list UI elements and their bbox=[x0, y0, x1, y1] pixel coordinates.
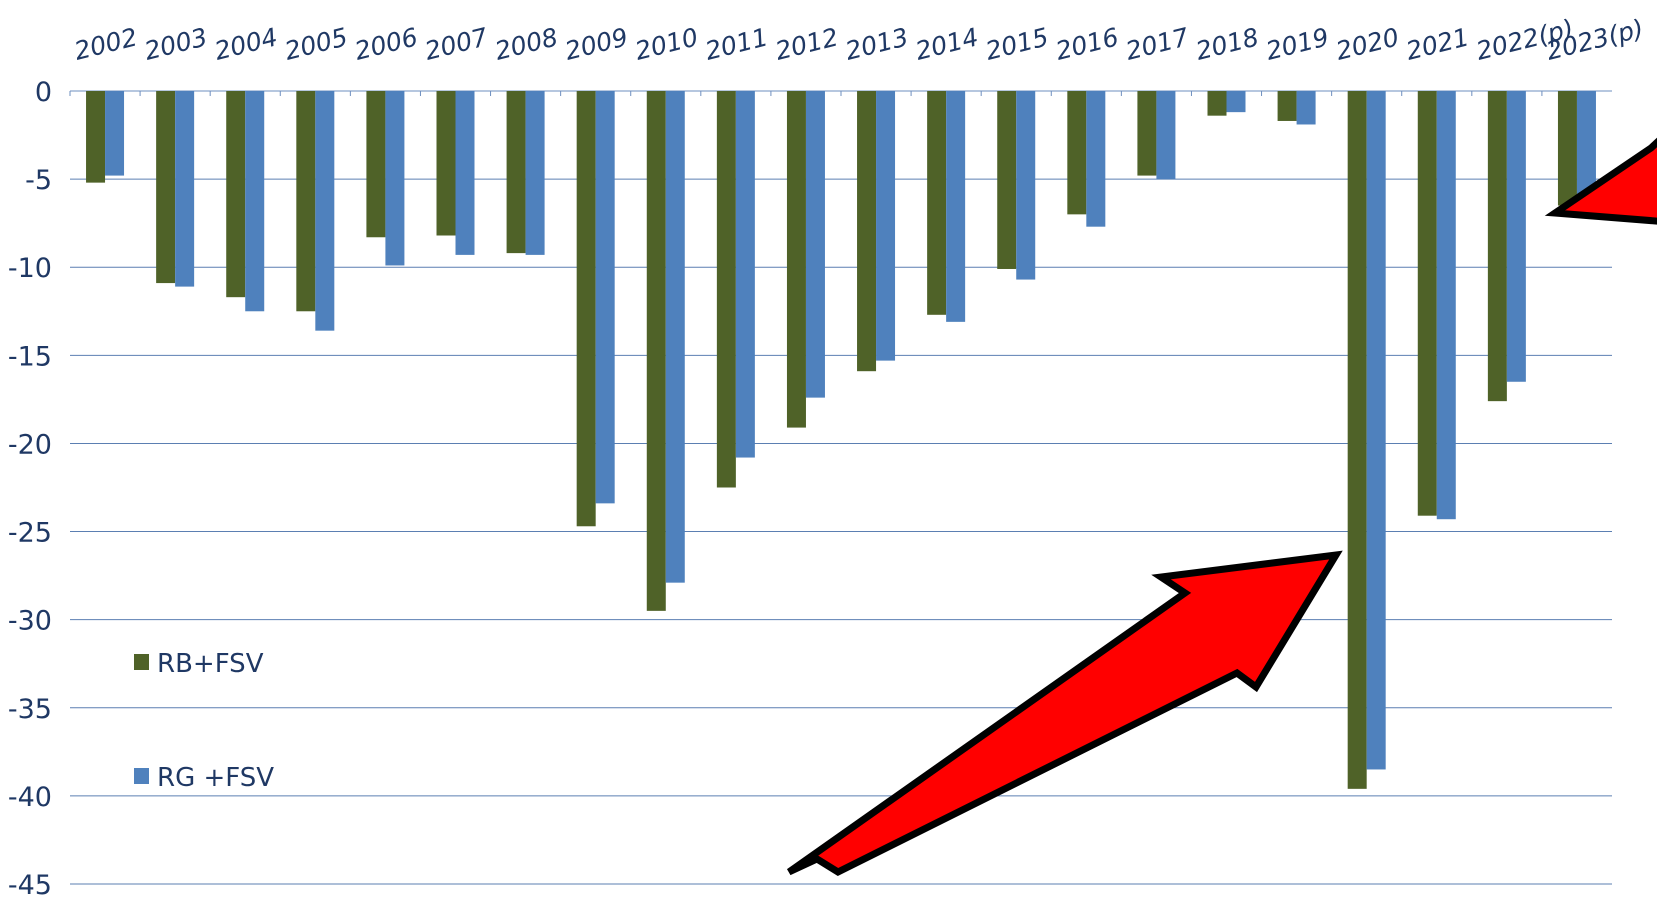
y-tick-label: 0 bbox=[35, 77, 52, 108]
x-tick-label: 2013 bbox=[842, 22, 911, 66]
x-tick-label: 2012 bbox=[772, 22, 841, 66]
y-tick-label: -30 bbox=[8, 606, 52, 637]
bar-rb-fsv-2011 bbox=[716, 91, 736, 488]
annotations bbox=[786, 137, 1657, 877]
bar-rg-fsv-2015 bbox=[1016, 91, 1036, 280]
bar-rb-fsv-2002 bbox=[86, 91, 106, 183]
y-tick-label: -15 bbox=[8, 341, 52, 372]
legend-label-rb-fsv: RB+FSV bbox=[157, 649, 264, 679]
x-tick-label: 2005 bbox=[282, 22, 351, 66]
x-tick-label: 2007 bbox=[422, 22, 491, 66]
bar-rg-fsv-2013 bbox=[876, 91, 896, 361]
bar-rg-fsv-2020 bbox=[1366, 91, 1386, 770]
bar-rb-fsv-2006 bbox=[366, 91, 386, 238]
bar-rg-fsv-2016 bbox=[1086, 91, 1106, 227]
bar-rb-fsv-2005 bbox=[296, 91, 316, 312]
bar-rb-fsv-2016 bbox=[1067, 91, 1087, 215]
legend-swatch-rb-fsv bbox=[134, 654, 149, 670]
bar-rg-fsv-2018 bbox=[1226, 91, 1246, 113]
x-tick-label: 2008 bbox=[492, 22, 561, 66]
bar-rg-fsv-2007 bbox=[455, 91, 475, 255]
bar-rg-fsv-2014 bbox=[946, 91, 966, 322]
y-tick-label: -35 bbox=[8, 694, 52, 725]
x-tick-label: 2017 bbox=[1123, 22, 1192, 66]
bar-rg-fsv-2022(p) bbox=[1506, 91, 1526, 382]
bar-rg-fsv-2011 bbox=[735, 91, 755, 458]
bar-rg-fsv-2009 bbox=[595, 91, 615, 504]
y-tick-label: -25 bbox=[8, 518, 52, 549]
bar-rg-fsv-2019 bbox=[1296, 91, 1316, 125]
x-tick-label: 2019 bbox=[1263, 22, 1332, 66]
bar-rg-fsv-2010 bbox=[665, 91, 685, 583]
x-tick-label: 2018 bbox=[1193, 22, 1262, 66]
bar-rb-fsv-2013 bbox=[857, 91, 877, 372]
bar-rb-fsv-2019 bbox=[1277, 91, 1297, 121]
bar-rg-fsv-2017 bbox=[1156, 91, 1176, 180]
x-tick-label: 2002 bbox=[71, 22, 140, 66]
bar-rb-fsv-2014 bbox=[927, 91, 947, 315]
bar-rb-fsv-2003 bbox=[156, 91, 176, 284]
bar-rb-fsv-2021 bbox=[1417, 91, 1437, 516]
y-tick-label: -40 bbox=[8, 782, 52, 813]
bar-rb-fsv-2012 bbox=[786, 91, 806, 428]
bars bbox=[86, 91, 1596, 789]
bar-rg-fsv-2012 bbox=[805, 91, 825, 398]
y-tick-label: -45 bbox=[8, 870, 52, 899]
x-tick-label: 2014 bbox=[913, 22, 982, 66]
y-axis-ticks: 0 -5 -10 -15 -20 -25 -30 -35 -40 -45 bbox=[8, 77, 52, 901]
bar-rg-fsv-2021 bbox=[1436, 91, 1456, 520]
y-tick-label: -20 bbox=[8, 429, 52, 460]
bar-rb-fsv-2022(p) bbox=[1487, 91, 1507, 402]
x-tick-label: 2009 bbox=[562, 22, 631, 66]
x-tick-label: 2021 bbox=[1403, 22, 1472, 66]
x-tick-label: 2011 bbox=[702, 22, 771, 66]
bar-rg-fsv-2003 bbox=[175, 91, 195, 287]
y-tick-label: -10 bbox=[8, 253, 52, 284]
x-tick-label: 2016 bbox=[1053, 22, 1122, 66]
legend-swatch-rg-fsv bbox=[134, 768, 149, 784]
bar-rb-fsv-2023(p) bbox=[1557, 91, 1577, 206]
bar-rg-fsv-2023(p) bbox=[1576, 91, 1596, 197]
x-tick-label: 2020 bbox=[1333, 22, 1402, 66]
bar-rg-fsv-2005 bbox=[315, 91, 335, 331]
y-tick-label: -5 bbox=[25, 165, 52, 196]
x-axis-ticks: 2002 2003 2004 2005 2006 2007 2008 2009 2010 2011… bbox=[71, 14, 1646, 66]
bar-rb-fsv-2009 bbox=[576, 91, 596, 527]
bar-rb-fsv-2017 bbox=[1137, 91, 1157, 176]
legend: RB+FSV RG +FSV bbox=[134, 649, 274, 793]
x-tick-label: 2010 bbox=[632, 22, 701, 66]
red-arrow-2020 bbox=[786, 550, 1343, 877]
bar-rg-fsv-2002 bbox=[105, 91, 125, 176]
bar-rg-fsv-2006 bbox=[385, 91, 405, 266]
bar-rb-fsv-2015 bbox=[997, 91, 1017, 269]
bar-rb-fsv-2018 bbox=[1207, 91, 1227, 116]
red-arrow-2023 bbox=[1544, 137, 1657, 225]
bar-rb-fsv-2010 bbox=[646, 91, 666, 611]
x-tick-label: 2003 bbox=[142, 22, 211, 66]
bar-rb-fsv-2008 bbox=[506, 91, 526, 254]
bar-rb-fsv-2020 bbox=[1347, 91, 1367, 789]
x-tick-label: 2006 bbox=[352, 22, 421, 66]
x-tick-label: 2015 bbox=[983, 22, 1052, 66]
bar-rg-fsv-2004 bbox=[245, 91, 265, 312]
bar-rg-fsv-2008 bbox=[525, 91, 545, 255]
legend-label-rg-fsv: RG +FSV bbox=[157, 763, 274, 793]
bar-rb-fsv-2004 bbox=[226, 91, 246, 298]
bar-rb-fsv-2007 bbox=[436, 91, 456, 236]
x-tick-label: 2004 bbox=[212, 22, 281, 66]
